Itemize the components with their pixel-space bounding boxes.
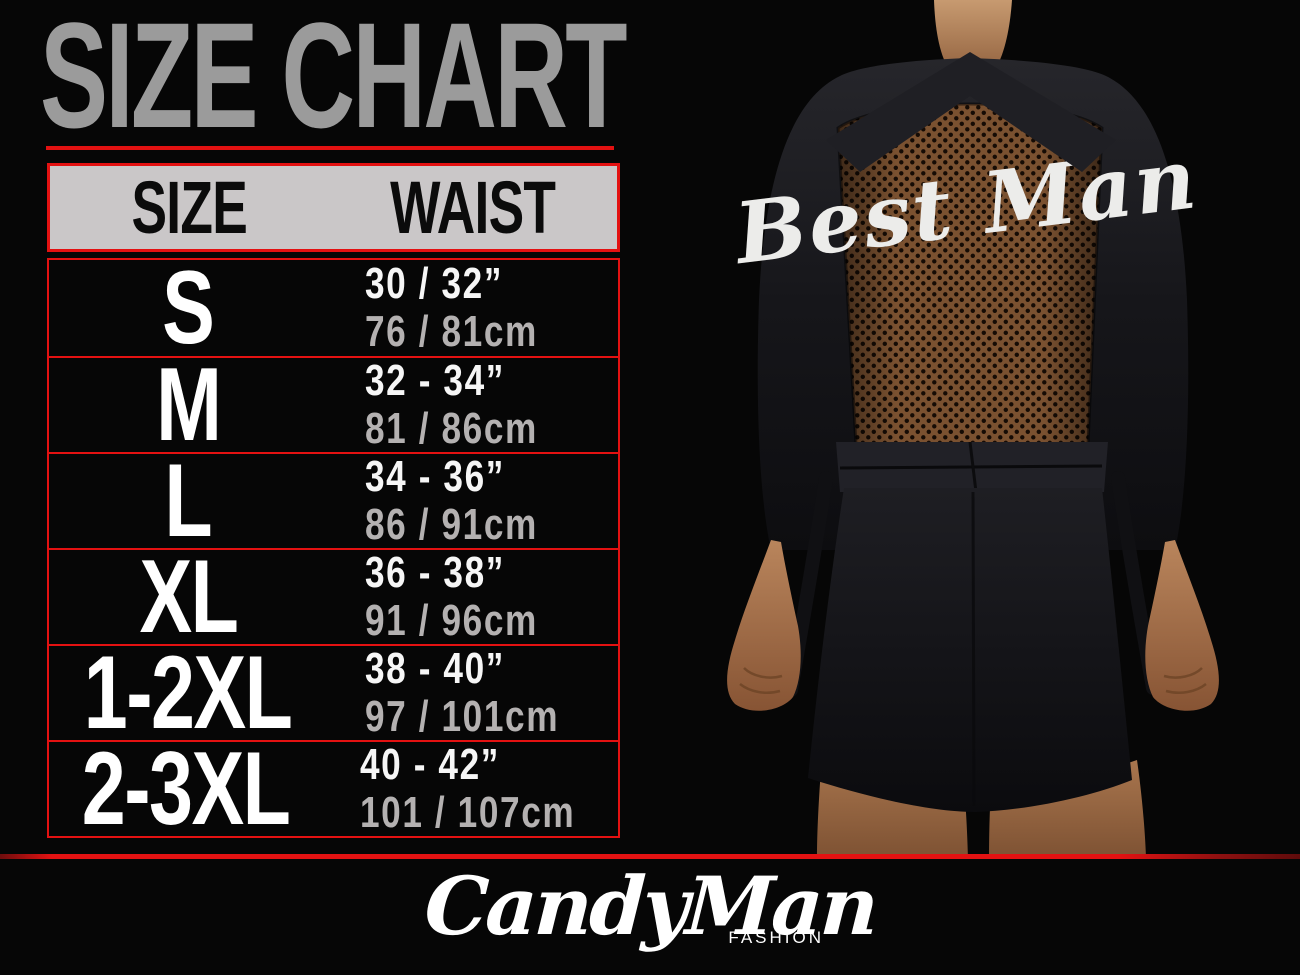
table-row-xl: XL 36 - 38” 91 / 96cm	[49, 545, 618, 649]
size-label: 1-2XL	[84, 635, 293, 751]
table-row-m: M 32 - 34” 81 / 86cm	[49, 353, 618, 457]
left-hand	[727, 540, 801, 711]
model-neck	[934, 0, 1012, 78]
robe-skirt	[808, 488, 1132, 812]
waist-inches: 38 - 40”	[365, 644, 505, 693]
table-header-row: SIZE WAIST	[47, 163, 620, 252]
belt-seam	[839, 464, 1103, 470]
table-body: S 30 / 32” 76 / 81cm M 32 - 34” 81 / 86c…	[47, 256, 620, 841]
waist-cm: 86 / 91cm	[365, 500, 538, 549]
header-cell-waist: WAIST	[328, 165, 617, 249]
brand-name: CandyMan	[422, 859, 878, 953]
waist-inches: 36 - 38”	[365, 548, 505, 597]
size-column-header: SIZE	[131, 165, 247, 249]
size-label: 2-3XL	[81, 731, 291, 847]
waist-cm: 81 / 86cm	[365, 404, 538, 453]
brand-logo: CandyMan FASHION	[0, 859, 1300, 953]
page-title: SIZE CHART	[40, 0, 628, 159]
waist-cm: 101 / 107cm	[360, 788, 576, 837]
robe-collar	[826, 52, 1116, 172]
right-hand	[1145, 540, 1219, 711]
header-cell-size: SIZE	[50, 165, 328, 249]
size-label: XL	[139, 539, 238, 655]
waist-cm: 97 / 101cm	[365, 692, 560, 741]
skirt-center-seam	[971, 491, 976, 807]
table-row-s: S 30 / 32” 76 / 81cm	[49, 256, 618, 360]
waist-column-header: WAIST	[389, 165, 556, 249]
size-label: L	[164, 443, 213, 559]
mesh-shading	[838, 104, 1102, 445]
footer-divider	[0, 854, 1300, 859]
title-underline	[46, 146, 614, 150]
size-chart-table: SIZE WAIST S 30 / 32” 76 / 81cm M	[47, 163, 620, 841]
waist-inches: 34 - 36”	[365, 452, 505, 501]
model-photo: Best Man	[727, 0, 1219, 858]
belt-notch	[968, 441, 978, 493]
table-row-1-2xl: 1-2XL 38 - 40” 97 / 101cm	[49, 641, 618, 745]
size-label: M	[155, 347, 222, 463]
brand-tagline: FASHION	[728, 928, 824, 947]
waist-inches: 40 - 42”	[360, 740, 501, 789]
left-hand-finger-lines	[739, 667, 783, 694]
waist-inches: 30 / 32”	[365, 259, 504, 308]
right-hand-finger-lines	[1163, 667, 1207, 694]
table-row-2-3xl: 2-3XL 40 - 42” 101 / 107cm	[49, 737, 618, 841]
waist-inches: 32 - 34”	[365, 356, 505, 405]
table-row-l: L 34 - 36” 86 / 91cm	[49, 449, 618, 553]
waist-cm: 76 / 81cm	[365, 307, 538, 356]
size-label: S	[162, 250, 215, 366]
waist-cm: 91 / 96cm	[365, 596, 538, 645]
